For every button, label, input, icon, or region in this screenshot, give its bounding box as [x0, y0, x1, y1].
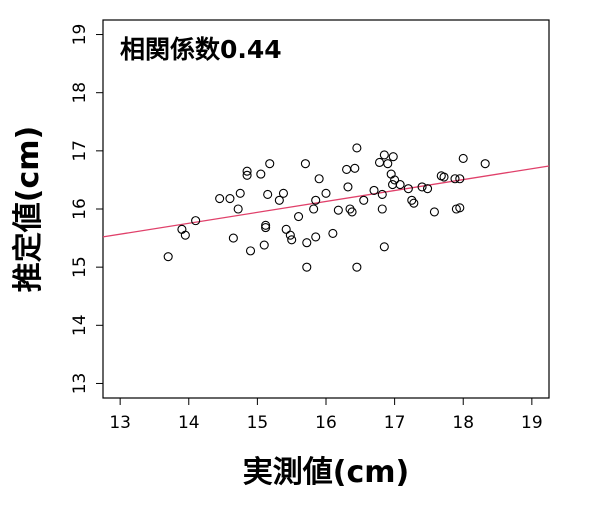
data-point [388, 180, 398, 190]
data-point [261, 220, 271, 230]
y-tick-label: 18 [70, 82, 90, 104]
data-point [263, 189, 273, 200]
x-axis-title: 実測値(cm) [243, 455, 409, 490]
data-point [379, 242, 389, 252]
data-point [302, 262, 312, 272]
data-point [311, 232, 321, 242]
data-point [403, 184, 413, 194]
data-point [455, 203, 465, 213]
data-point [455, 174, 465, 184]
data-point [377, 189, 387, 200]
data-point [417, 182, 427, 192]
data-point [342, 164, 352, 175]
data-point [429, 207, 439, 217]
x-tick-label: 17 [384, 413, 406, 433]
data-point [191, 216, 201, 226]
data-point [343, 182, 353, 192]
y-tick-label: 15 [70, 256, 90, 278]
x-tick-label: 18 [452, 413, 474, 433]
data-point [294, 212, 304, 222]
data-point [379, 150, 389, 160]
data-point [388, 152, 398, 162]
data-point [302, 238, 312, 248]
data-point [242, 166, 252, 176]
data-point [374, 157, 385, 168]
data-point [215, 193, 225, 204]
x-tick-label: 15 [247, 413, 269, 433]
data-point [347, 207, 357, 217]
y-tick-label: 16 [70, 198, 90, 220]
data-point [285, 230, 295, 240]
data-point [256, 169, 266, 179]
y-tick-label: 13 [70, 373, 90, 395]
data-point [439, 172, 449, 182]
data-point [480, 159, 490, 169]
regression-line [102, 165, 550, 238]
data-point [245, 246, 256, 256]
data-point [314, 174, 324, 184]
data-point [359, 195, 369, 205]
data-point [177, 224, 187, 234]
data-point [233, 204, 243, 214]
data-point [395, 180, 405, 190]
data-point [352, 262, 362, 272]
x-tick-label: 16 [315, 413, 337, 433]
data-point [390, 175, 400, 185]
data-point [383, 159, 393, 169]
correlation-annotation: 相関係数0.44 [120, 35, 282, 64]
y-tick-label: 17 [70, 140, 90, 162]
data-point [163, 252, 173, 262]
data-point [311, 195, 321, 205]
data-point [333, 205, 343, 215]
data-point [369, 185, 379, 195]
data-point [450, 174, 460, 184]
y-tick-label: 19 [70, 24, 90, 46]
data-point [300, 159, 310, 169]
plot-frame [102, 19, 550, 399]
data-point [225, 193, 235, 204]
data-points [163, 143, 490, 272]
data-point [328, 228, 338, 238]
data-point [377, 204, 387, 214]
data-point [409, 198, 419, 208]
data-point [407, 195, 417, 205]
data-point [458, 153, 468, 163]
x-tick-label: 13 [109, 413, 131, 433]
data-point [180, 230, 190, 240]
y-axis: 13 14 15 16 17 18 19 [70, 24, 103, 395]
data-point [386, 169, 396, 179]
data-point [309, 204, 319, 214]
data-point [228, 233, 238, 243]
data-point [278, 188, 289, 198]
y-axis-title: 推定値(cm) [11, 126, 46, 292]
data-point [242, 170, 252, 180]
data-point [352, 143, 362, 153]
data-point [265, 159, 275, 169]
data-point [350, 163, 360, 173]
data-point [281, 224, 291, 234]
x-tick-label: 19 [521, 413, 543, 433]
y-tick-label: 14 [70, 314, 90, 336]
data-point [274, 195, 284, 205]
data-point [287, 235, 297, 245]
data-point [235, 188, 245, 198]
data-point [321, 188, 331, 198]
data-point [261, 223, 271, 233]
x-tick-label: 14 [178, 413, 200, 433]
x-axis: 13 14 15 16 17 18 19 [109, 398, 543, 433]
data-point [345, 204, 355, 214]
data-point [259, 240, 269, 250]
data-point [423, 184, 433, 194]
